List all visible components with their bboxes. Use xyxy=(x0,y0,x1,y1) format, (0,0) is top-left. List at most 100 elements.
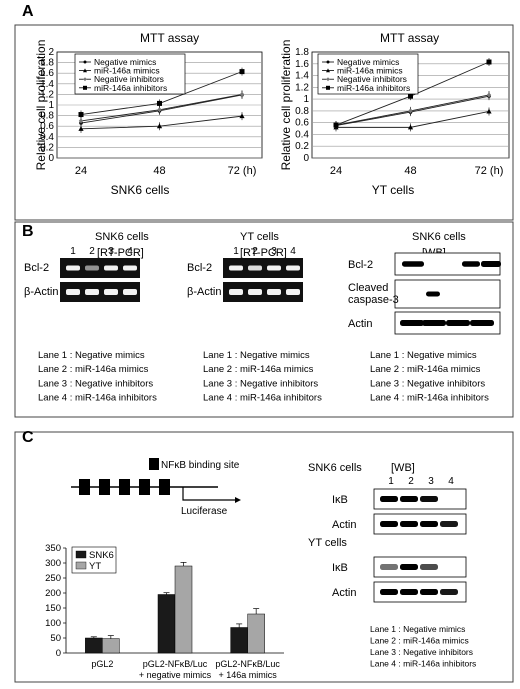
blot-row-label: IκB xyxy=(332,562,348,574)
x-tick-label: 72 (h) xyxy=(228,165,257,177)
blot-band xyxy=(440,521,458,527)
bar xyxy=(230,627,248,654)
blot-row-label: Bcl-2 xyxy=(348,259,373,271)
binding-site-legend-swatch xyxy=(149,458,159,470)
blot-band xyxy=(380,564,398,570)
y-tick-label: 0.6 xyxy=(40,121,54,132)
transcription-start-arrow xyxy=(182,487,235,501)
bar xyxy=(174,565,193,654)
blot-band xyxy=(400,320,424,326)
gel-band xyxy=(229,265,243,271)
y-tick-label: 300 xyxy=(45,558,61,569)
x-tick-label: 72 (h) xyxy=(475,165,504,177)
lane-legend-item: Lane 1 : Negative mimics xyxy=(370,624,465,634)
gel-band xyxy=(248,265,262,271)
lane-number: 2 xyxy=(408,476,414,487)
data-point xyxy=(157,107,162,113)
nfkb-construct: NFκB binding site Luciferase xyxy=(71,458,241,517)
gel-row-label: Bcl-2 xyxy=(187,262,212,274)
gel-strip xyxy=(60,258,140,278)
legend-label: miR-146a mimics xyxy=(337,66,403,76)
panel-a-letter: A xyxy=(22,3,34,20)
blot-band xyxy=(400,564,418,570)
y-tick-label: 0.8 xyxy=(40,111,54,122)
blot-band xyxy=(420,589,438,595)
gel-row-label: Bcl-2 xyxy=(24,262,49,274)
legend-marker xyxy=(326,60,330,64)
blot-band xyxy=(380,521,398,527)
y-tick-label: 0.6 xyxy=(295,118,309,129)
legend-label: SNK6 xyxy=(89,550,114,561)
lane-legend-item: Lane 2 : miR-146a mimics xyxy=(203,364,314,375)
legend-label: Negative inhibitors xyxy=(94,74,164,84)
lane-legend-c: Lane 1 : Negative mimics Lane 2 : miR-146… xyxy=(370,624,476,669)
y-tick-label: 1.2 xyxy=(295,82,309,93)
rtpcr-snk6-method: [RT-PCR] xyxy=(97,247,144,259)
y-tick-label: 1.6 xyxy=(40,68,54,79)
gel-row-label: β-Actin xyxy=(187,286,221,298)
blot-band xyxy=(420,496,438,502)
legend-box xyxy=(74,53,186,95)
gel-band xyxy=(286,265,300,271)
y-tick-label: 0.2 xyxy=(295,141,309,152)
y-tick-label: 2 xyxy=(48,47,54,58)
lane-legend-item: Lane 4 : miR-146a inhibitors xyxy=(370,393,489,404)
western-blot-c-yt: IκB Actin xyxy=(332,556,467,603)
y-tick-label: 150 xyxy=(45,603,61,614)
gel-band xyxy=(267,265,281,271)
wb-c-snk6-title: SNK6 cells xyxy=(308,462,362,474)
y-tick-label: 250 xyxy=(45,573,61,584)
y-tick-label: 200 xyxy=(45,588,61,599)
data-point xyxy=(156,123,163,129)
gel-band xyxy=(123,289,137,295)
binding-site-1 xyxy=(79,479,90,495)
lane-legend-item: Lane 4 : miR-146a inhibitors xyxy=(203,393,322,404)
category-label: + negative mimics xyxy=(139,670,212,680)
data-point xyxy=(486,108,492,114)
luciferase-label: Luciferase xyxy=(181,506,228,517)
lane-legend-item: Lane 3 : Negative inhibitors xyxy=(370,647,473,657)
binding-site-label: NFκB binding site xyxy=(161,460,240,471)
y-tick-label: 0.2 xyxy=(40,142,54,153)
blot-band xyxy=(470,320,494,326)
blot-band xyxy=(420,564,438,570)
y-tick-label: 0.4 xyxy=(40,132,54,143)
lane-legend-yt: Lane 1 : Negative mimics Lane 2 : miR-146… xyxy=(203,350,322,404)
blot-row-label: IκB xyxy=(332,494,348,506)
y-tick-label: 1.2 xyxy=(40,89,54,100)
blot-band xyxy=(400,496,418,502)
binding-site-2 xyxy=(99,479,110,495)
data-point xyxy=(78,112,84,118)
lane-number: 2 xyxy=(252,246,258,257)
wb-b-title: SNK6 cells xyxy=(412,231,466,243)
gel-band xyxy=(85,289,99,295)
data-point xyxy=(333,122,339,128)
lane-number: 4 xyxy=(448,476,454,487)
y-tick-label: 1.8 xyxy=(40,58,54,69)
data-point xyxy=(157,100,162,106)
data-point xyxy=(239,69,245,75)
lane-legend-item: Lane 2 : miR-146a mimics xyxy=(38,364,149,375)
data-point xyxy=(407,124,414,130)
lane-number: 1 xyxy=(233,246,239,257)
rtpcr-yt-title: YT cells xyxy=(240,231,279,243)
gel-band xyxy=(248,289,262,295)
legend-label: miR-146a inhibitors xyxy=(337,83,410,93)
data-point xyxy=(486,92,492,98)
bar xyxy=(85,637,103,654)
blot-row-label: Actin xyxy=(332,587,356,599)
gel-band xyxy=(104,265,118,271)
x-tick-label: 48 xyxy=(153,165,165,177)
y-tick-label: 1 xyxy=(303,94,309,105)
bar xyxy=(102,638,120,654)
category-label: pGL2-NFκB/Luc xyxy=(215,659,280,669)
y-tick-label: 1.4 xyxy=(295,71,309,82)
panel-c-letter: C xyxy=(22,429,34,446)
binding-site-4 xyxy=(139,479,150,495)
gel-strip xyxy=(60,282,140,302)
lane-number: 3 xyxy=(271,246,277,257)
x-tick-label: 48 xyxy=(404,165,416,177)
blot-row-label: Actin xyxy=(348,318,372,330)
data-point xyxy=(78,118,84,124)
